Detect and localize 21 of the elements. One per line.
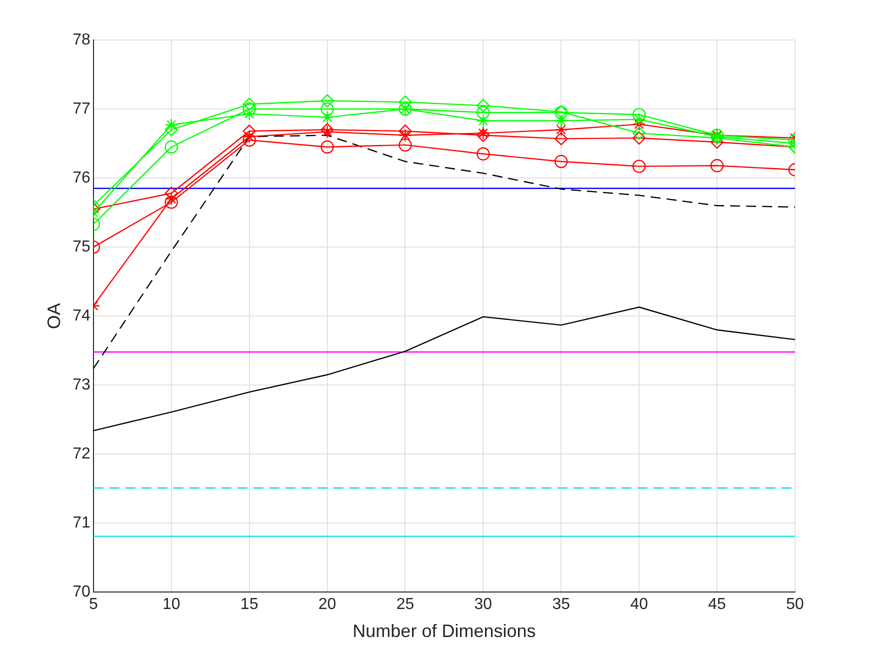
x-tick-label: 5 [88, 596, 98, 614]
x-tick-label: 15 [240, 596, 258, 614]
x-axis-title: Number of Dimensions [352, 621, 536, 642]
x-tick-label: 40 [630, 596, 648, 614]
y-tick-label: 75 [72, 238, 90, 256]
y-axis-title: OA [44, 303, 64, 330]
x-tick-label: 25 [396, 596, 414, 614]
y-tick-label: 70 [72, 584, 90, 601]
y-tick-label: 74 [72, 308, 90, 325]
x-tick-label: 45 [708, 596, 726, 614]
x-tick-label: 10 [162, 596, 180, 614]
y-tick-label: 72 [72, 446, 90, 463]
y-tick-label: 78 [72, 31, 90, 48]
x-tick-label: 30 [474, 596, 492, 614]
x-tick-label: 50 [786, 596, 804, 614]
y-tick-label: 76 [72, 169, 90, 186]
y-tick-label: 71 [72, 514, 90, 532]
x-tick-label: 20 [318, 596, 336, 614]
y-tick-label: 77 [72, 100, 90, 118]
y-tick-label: 73 [72, 376, 90, 394]
x-tick-label: 35 [552, 596, 570, 614]
